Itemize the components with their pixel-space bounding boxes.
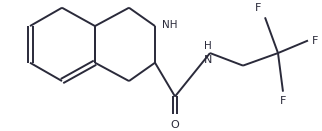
Text: H: H (204, 41, 212, 51)
Text: O: O (171, 120, 179, 130)
Text: NH: NH (162, 20, 177, 30)
Text: N: N (204, 55, 212, 65)
Text: F: F (312, 36, 318, 45)
Text: F: F (255, 2, 261, 13)
Text: F: F (280, 96, 286, 107)
